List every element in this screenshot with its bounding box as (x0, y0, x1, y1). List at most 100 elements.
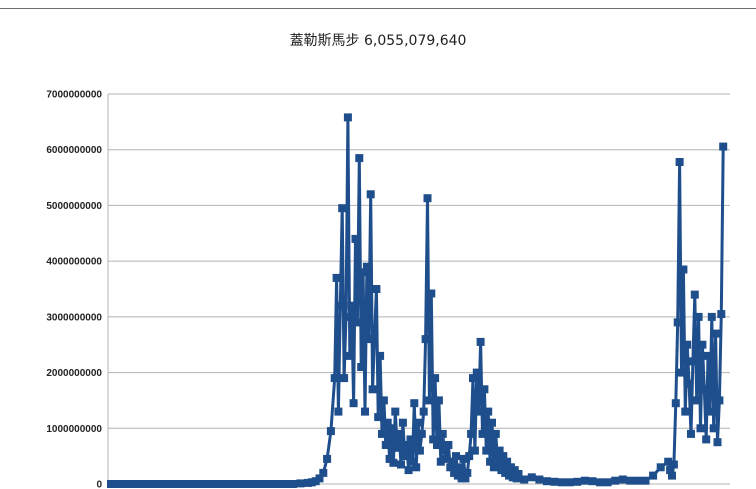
chart-title: 蓋勒斯馬步 6,055,079,640 (289, 33, 467, 49)
data-point (122, 480, 131, 488)
data-point (542, 477, 551, 486)
data-point (702, 435, 711, 444)
data-point (709, 424, 718, 433)
data-point (681, 407, 690, 416)
data-point (330, 374, 339, 383)
data-point (499, 452, 508, 461)
data-point (198, 480, 206, 488)
data-point (251, 480, 259, 488)
data-point (273, 480, 282, 488)
data-point (535, 475, 544, 484)
data-point (603, 478, 612, 487)
data-point (474, 407, 483, 416)
data-point (400, 452, 409, 461)
data-point (493, 460, 502, 469)
data-point (379, 396, 388, 405)
data-point (717, 310, 726, 319)
y-tick-label-6: 6000000000 (46, 145, 102, 156)
data-point (144, 480, 153, 488)
data-point (633, 476, 642, 485)
y-tick-label-1: 1000000000 (46, 424, 102, 435)
data-point (423, 194, 432, 203)
data-point (167, 480, 176, 488)
data-point (433, 441, 441, 449)
data-point (673, 318, 682, 327)
data-point (182, 480, 191, 488)
data-point (527, 473, 536, 482)
data-point (484, 407, 493, 416)
data-point (611, 476, 620, 485)
data-point (342, 312, 350, 321)
data-point (452, 452, 460, 461)
data-point (467, 429, 476, 438)
data-point (719, 142, 728, 151)
series-line (111, 115, 725, 486)
data-point (683, 340, 692, 349)
data-point (425, 396, 434, 405)
data-point (129, 480, 138, 488)
data-point (107, 480, 115, 488)
data-point (503, 457, 512, 466)
data-point (326, 427, 335, 436)
data-point (705, 407, 714, 416)
data-point (520, 475, 529, 484)
data-point (213, 480, 222, 488)
data-point (687, 429, 695, 438)
data-point (434, 396, 443, 405)
data-point (412, 463, 421, 472)
data-point (353, 318, 362, 327)
data-point (685, 379, 694, 388)
data-point (641, 476, 650, 485)
data-point (618, 475, 627, 484)
data-point (406, 435, 415, 444)
data-point (345, 351, 354, 360)
data-point (414, 418, 423, 427)
data-point (205, 480, 214, 488)
data-point (514, 470, 523, 478)
data-point (669, 460, 678, 469)
data-point (550, 477, 559, 486)
data-point (340, 374, 349, 383)
data-point (266, 480, 275, 488)
data-point (472, 368, 481, 377)
data-point (398, 418, 407, 427)
data-point (715, 396, 724, 405)
data-point (419, 407, 428, 416)
data-point (470, 446, 479, 455)
data-point (355, 154, 364, 163)
data-point (235, 480, 244, 488)
data-point (677, 368, 686, 377)
data-point (374, 413, 383, 422)
data-point (573, 477, 582, 486)
data-point (696, 424, 705, 433)
data-point (378, 429, 386, 438)
data-point (588, 477, 597, 486)
data-point (397, 460, 405, 469)
data-point (436, 457, 445, 466)
data-point (478, 429, 487, 438)
data-point (690, 290, 699, 299)
y-tick-label-5: 5000000000 (46, 201, 102, 212)
data-point (338, 204, 347, 213)
y-tick-label-4: 4000000000 (46, 257, 102, 268)
data-point (389, 458, 398, 467)
data-point (580, 476, 589, 485)
data-point (463, 468, 472, 477)
data-point (114, 480, 123, 488)
data-point (692, 396, 701, 405)
data-point (315, 474, 324, 483)
data-point (376, 351, 385, 360)
y-tick-label-0: 0 (96, 480, 102, 489)
data-point (410, 399, 419, 408)
data-point (334, 407, 343, 416)
y-axis: 0 1000000000 2000000000 3000000000 400000000… (46, 90, 109, 489)
data-point (488, 418, 496, 427)
data-point (258, 480, 267, 488)
data-point (402, 441, 411, 449)
data-point (649, 471, 658, 480)
data-point (404, 466, 413, 475)
data-point (362, 262, 371, 271)
data-point (482, 446, 491, 455)
data-point (359, 268, 368, 277)
